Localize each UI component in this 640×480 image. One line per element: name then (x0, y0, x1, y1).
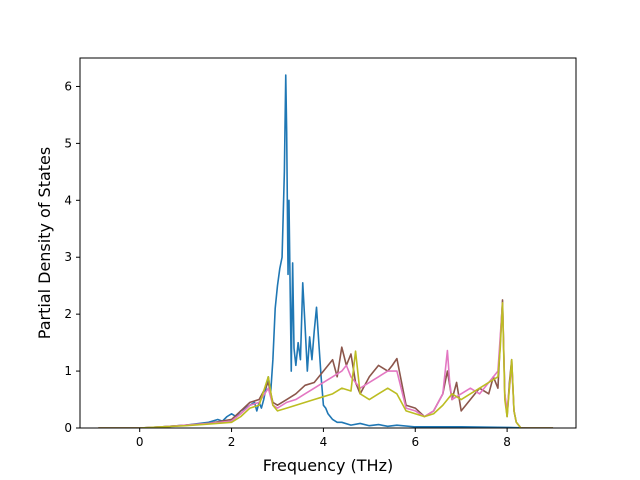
y-tick-label: 3 (64, 250, 72, 264)
y-axis-label: Partial Density of States (35, 147, 54, 339)
x-axis: 0 2 4 6 8 (136, 428, 511, 449)
x-tick-label: 6 (411, 435, 419, 449)
plot-frame (79, 57, 577, 429)
x-axis-label: Frequency (THz) (263, 456, 393, 475)
series-layer (98, 74, 554, 428)
x-tick-label: 8 (503, 435, 511, 449)
y-tick-label: 2 (64, 307, 72, 321)
plot-area (79, 57, 577, 429)
series-line-4 (98, 301, 554, 428)
y-tick-label: 5 (64, 136, 72, 150)
y-tick-label: 0 (64, 421, 72, 435)
y-tick-label: 6 (64, 79, 72, 93)
y-tick-label: 1 (64, 364, 72, 378)
x-tick-label: 4 (320, 435, 328, 449)
y-tick-label: 4 (64, 193, 72, 207)
x-tick-label: 2 (228, 435, 236, 449)
x-tick-label: 0 (136, 435, 144, 449)
y-axis: 0 1 2 3 4 5 6 (64, 79, 80, 435)
